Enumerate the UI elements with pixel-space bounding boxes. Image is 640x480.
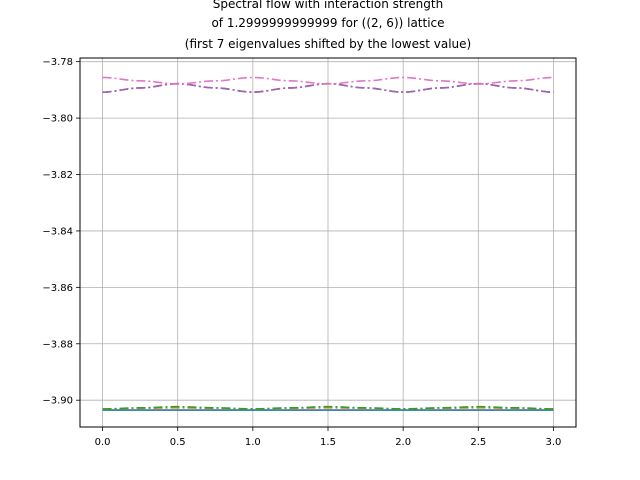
x-tick-label-0: 0.0 xyxy=(95,437,111,448)
title-line-3: (first 7 eigenvalues shifted by the lowe… xyxy=(185,37,471,51)
series-line-6 xyxy=(102,76,554,85)
chart-title: Spectral flow with interaction strength o… xyxy=(185,0,471,51)
y-tick-label-5: −3.80 xyxy=(42,114,73,125)
title-line-1: Spectral flow with interaction strength xyxy=(213,0,443,11)
x-axis-ticks: 0.0 0.5 1.0 1.5 2.0 2.5 3.0 xyxy=(95,427,562,448)
series-line-3 xyxy=(102,405,554,410)
y-tick-label-3: −3.84 xyxy=(42,226,73,237)
y-tick-label-4: −3.82 xyxy=(42,170,73,181)
x-tick-label-2: 1.0 xyxy=(245,437,261,448)
x-tick-label-6: 3.0 xyxy=(546,437,562,448)
x-tick-label-4: 2.0 xyxy=(395,437,411,448)
y-tick-label-6: −3.78 xyxy=(42,57,73,68)
grid xyxy=(80,58,576,427)
y-tick-label-2: −3.86 xyxy=(42,283,73,294)
x-tick-label-3: 1.5 xyxy=(320,437,336,448)
y-tick-label-0: −3.90 xyxy=(42,396,73,407)
title-line-2: of 1.2999999999999 for ((2, 6)) lattice xyxy=(211,16,444,30)
series-lines xyxy=(102,76,554,411)
y-tick-label-1: −3.88 xyxy=(42,339,73,350)
series-line-2 xyxy=(102,407,554,410)
x-tick-label-5: 2.5 xyxy=(470,437,486,448)
x-tick-label-1: 0.5 xyxy=(170,437,186,448)
y-axis-ticks: −3.90 −3.88 −3.86 −3.84 −3.82 −3.80 −3.78 xyxy=(42,57,80,407)
